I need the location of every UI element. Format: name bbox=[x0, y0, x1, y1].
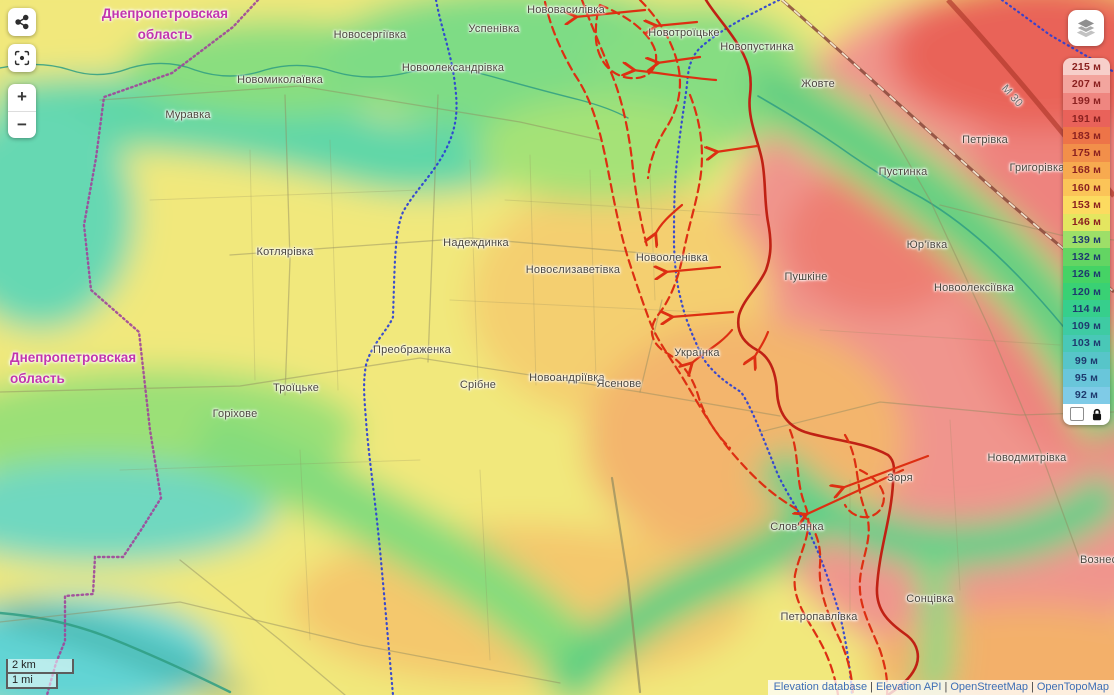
advance-arrows bbox=[575, 8, 930, 515]
share-icon bbox=[15, 14, 29, 30]
legend-item: 132 м bbox=[1063, 248, 1110, 266]
rivers bbox=[0, 62, 1099, 694]
attribution-separator: | bbox=[1030, 681, 1034, 693]
front-line-dashed-loop-3 bbox=[843, 468, 886, 519]
viewfinder-icon bbox=[14, 50, 30, 66]
legend-item: 207 м bbox=[1063, 75, 1110, 93]
zoom-out-button[interactable]: − bbox=[17, 114, 27, 134]
lock-icon[interactable] bbox=[1091, 408, 1103, 421]
legend-item: 183 м bbox=[1063, 127, 1110, 145]
zoom-control: + − bbox=[8, 84, 36, 138]
locate-button[interactable] bbox=[8, 44, 36, 72]
front-line-dashed-loop-1 bbox=[594, 3, 658, 80]
attribution-bar: Elevation database | Elevation API | OpenStr… bbox=[767, 680, 1114, 695]
legend-item: 146 м bbox=[1063, 213, 1110, 231]
legend-item: 215 м bbox=[1063, 58, 1110, 76]
legend-item: 103 м bbox=[1063, 334, 1110, 353]
zoom-divider bbox=[8, 110, 36, 112]
front-line-group bbox=[543, 0, 930, 695]
attribution-link[interactable]: OpenStreetMap bbox=[950, 681, 1028, 693]
legend-item: 92 м bbox=[1063, 386, 1110, 404]
attribution-link[interactable]: Elevation database bbox=[773, 681, 868, 693]
legend-item: 153 м bbox=[1063, 196, 1110, 214]
elevation-legend-rows: 215 м 207 м 199 м 191 м 183 м 175 м 168 м 160 м… bbox=[1063, 58, 1110, 404]
blue-dotted-line-west bbox=[363, 0, 458, 695]
legend-item: 95 м bbox=[1063, 369, 1110, 387]
front-line-dashed-4 bbox=[788, 428, 840, 695]
zoom-in-button[interactable]: + bbox=[17, 87, 27, 107]
front-line-solid bbox=[704, 0, 920, 695]
elevation-legend: 215 м 207 м 199 м 191 м 183 м 175 м 168 м 160 м… bbox=[1063, 58, 1110, 425]
layers-icon bbox=[1075, 18, 1097, 38]
legend-item: 199 м bbox=[1063, 92, 1110, 110]
legend-checkbox[interactable] bbox=[1070, 407, 1084, 422]
railway-line bbox=[781, 0, 1114, 294]
scale-km: 2 km bbox=[6, 659, 74, 674]
attribution-separator: | bbox=[870, 681, 874, 693]
legend-item: 109 м bbox=[1063, 317, 1110, 335]
legend-item: 126 м bbox=[1063, 265, 1110, 283]
attribution-link[interactable]: Elevation API bbox=[876, 681, 942, 693]
legend-footer bbox=[1063, 403, 1110, 425]
front-line-dashed-loop-2 bbox=[638, 0, 682, 180]
legend-item: 168 м bbox=[1063, 161, 1110, 180]
oblast-boundary-line bbox=[45, 0, 260, 695]
legend-item: 99 м bbox=[1063, 352, 1110, 370]
front-line-dashed-5 bbox=[843, 433, 889, 695]
blue-dotted-line-east bbox=[672, 0, 854, 695]
legend-item: 160 м bbox=[1063, 179, 1110, 197]
legend-item: 139 м bbox=[1063, 230, 1110, 249]
legend-item: 191 м bbox=[1063, 109, 1110, 128]
front-line-dashed-3 bbox=[650, 93, 732, 450]
front-line-dashed-1 bbox=[543, 0, 855, 695]
attribution-separator: | bbox=[944, 681, 948, 693]
scale-mi: 1 mi bbox=[6, 674, 58, 689]
legend-item: 175 м bbox=[1063, 144, 1110, 162]
legend-item: 114 м bbox=[1063, 300, 1110, 318]
legend-item: 120 м bbox=[1063, 282, 1110, 301]
attribution-link[interactable]: OpenTopoMap bbox=[1036, 681, 1109, 693]
layers-button[interactable] bbox=[1068, 10, 1104, 46]
share-button[interactable] bbox=[8, 8, 36, 36]
scale-control: 2 km 1 mi bbox=[6, 659, 74, 689]
